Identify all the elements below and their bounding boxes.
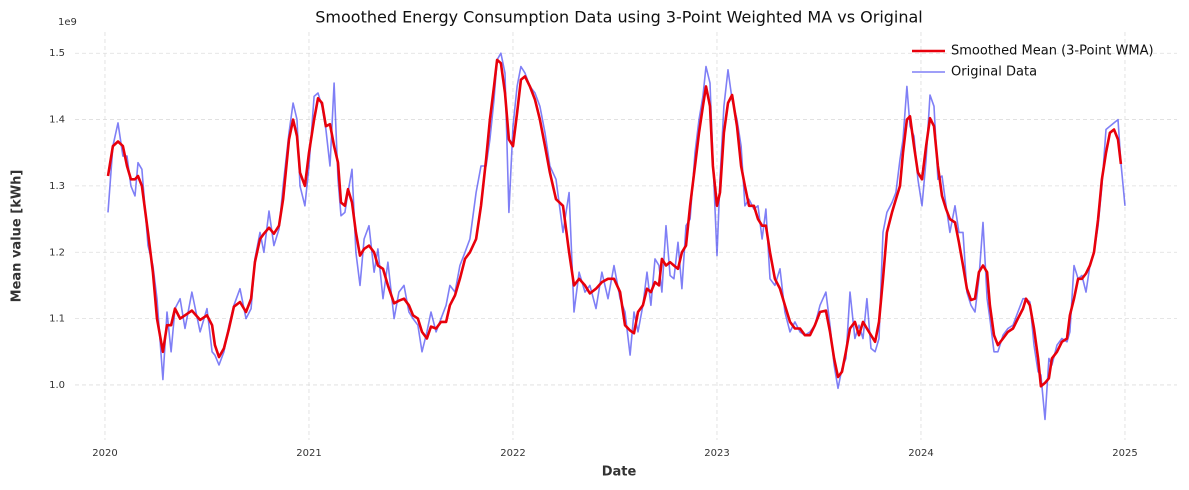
legend-label: Smoothed Mean (3-Point WMA) bbox=[951, 44, 1154, 59]
y-tick-label: 1.2 bbox=[49, 247, 65, 258]
chart-title: Smoothed Energy Consumption Data using 3… bbox=[315, 8, 923, 27]
x-tick-label: 2025 bbox=[1112, 448, 1137, 459]
data-line bbox=[107, 52, 1126, 421]
y-offset-label: 1e9 bbox=[58, 17, 77, 28]
data-line bbox=[106, 58, 1123, 388]
x-tick-label: 2024 bbox=[908, 448, 933, 459]
x-tick-label: 2023 bbox=[704, 448, 729, 459]
legend-label: Original Data bbox=[951, 65, 1037, 80]
y-tick-label: 1.1 bbox=[49, 314, 65, 325]
y-tick-label: 1.4 bbox=[49, 115, 65, 126]
x-tick-label: 2021 bbox=[296, 448, 321, 459]
y-tick-label: 1.3 bbox=[49, 181, 65, 192]
x-tick-label: 2020 bbox=[92, 448, 117, 459]
x-axis-label: Date bbox=[602, 465, 637, 480]
x-tick-label: 2022 bbox=[500, 448, 525, 459]
y-tick-label: 1.0 bbox=[49, 380, 65, 391]
y-tick-label: 1.5 bbox=[49, 48, 65, 59]
y-axis-label: Mean value [kWh] bbox=[10, 170, 25, 303]
